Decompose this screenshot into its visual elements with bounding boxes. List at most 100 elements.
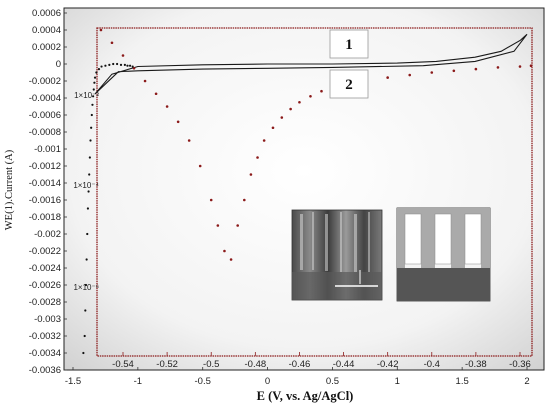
y-tick-label: -0.0006 [29,110,61,121]
series-2-point [309,95,312,98]
log-series-point [82,351,85,355]
y-tick-label: -0.0026 [29,280,61,291]
y-tick-label: -0.0032 [29,331,61,342]
series-2-point [165,105,169,108]
log-series-point [86,232,89,236]
log-series-point [95,71,98,74]
series-2-point [198,164,202,168]
series-2-point [320,89,323,93]
series-2-point [298,100,301,104]
y-tick-label: -0.0012 [29,161,61,172]
series-2-point [452,69,456,73]
series-2-point [132,66,136,70]
x-tick-label-inner: -0.46 [289,359,311,370]
y-tick-label: 0.0004 [32,25,61,36]
sem-image [291,209,383,301]
y-tick-label: -0.0018 [29,212,61,223]
series-2-point [280,116,284,119]
log-series-point [86,207,90,210]
log-series-point [123,63,126,66]
series-2-point [289,107,292,111]
y-tick-label: -0.0002 [29,76,61,87]
log-series-point [92,88,95,91]
series-2-point [408,73,412,77]
label-box-1: 1 [329,29,369,59]
curve-label-2: 2 [345,77,353,93]
inner-y-tick-label: 1×10⁻⁶ [73,283,99,292]
series-2-point [256,156,259,159]
y-tick-label: -0.0036 [29,365,61,376]
series-1-line [94,33,528,95]
series-2-point [176,120,180,124]
y-tick-label: 0.0002 [32,42,61,53]
series [82,28,533,355]
log-series-point [128,64,132,67]
log-series-point [131,65,134,68]
y-tick-label: -0.0008 [29,127,61,138]
log-series-point [87,190,90,193]
log-series-point [83,334,86,338]
y-tick-label: -0.0004 [29,93,61,104]
y-tick-label: -0.003 [34,314,61,325]
axes: 0.0006 0.0004 0.0002 0 -0.0002 -0.0004 -0.0006… [29,8,531,387]
log-series-point [93,76,97,79]
x-tick-label-outer: -1 [134,376,142,387]
y-tick-label: -0.001 [34,144,61,155]
plot-background [63,7,545,371]
x-tick-label-inner: -0.36 [509,359,531,370]
series-2-point [236,224,239,227]
y-tick-label: -0.0016 [29,195,61,206]
log-series-point [100,65,103,68]
log-series-point [92,95,95,98]
x-tick-label-inner: -0.48 [245,359,267,370]
x-tick-label-inner: -0.4 [424,359,440,370]
log-series-point [88,156,91,159]
x-tick-label-inner: -0.54 [112,359,134,370]
series-2-point [529,64,533,67]
log-series-point [126,64,129,67]
x-tick-label-inner: -0.52 [156,359,178,370]
log-series-point [85,258,88,261]
series-2-point [110,41,114,45]
series-2-point [121,54,125,57]
x-tick-label-inner: -0.42 [377,359,399,370]
series-2-point [430,71,434,74]
log-series-point [97,68,101,71]
x-tick-label-outer: 1 [395,376,400,387]
x-tick-label-outer: 0.5 [326,376,339,387]
inner-frame [96,27,533,357]
series-2-point [154,92,158,96]
x-tick-label-outer: -0.5 [195,376,211,387]
y-tick-label: -0.002 [34,229,61,240]
y-tick-label: -0.0022 [29,246,61,257]
x-tick-label-inner: -0.38 [465,359,487,370]
series-2-point [216,224,220,227]
log-series-point [104,64,107,67]
y-tick-label: 0 [56,59,61,70]
x-tick-label-inner: -0.5 [203,359,219,370]
log-series-point [84,309,87,312]
log-series-point [84,283,88,287]
series-2-point [209,198,213,202]
series-2-point [99,28,103,32]
series-2-point [496,66,500,69]
series-2-point [243,198,246,202]
log-series-point [112,62,115,66]
inner-y-tick-label: 1×10⁻⁴ [73,181,99,190]
x-axis-title: E (V, vs. Ag/AgCl) [257,389,354,403]
log-series-point [108,63,111,66]
log-series-point [90,113,93,117]
log-series-point [116,62,119,66]
x-tick-label-outer: -1.5 [65,376,81,387]
y-tick-label: -0.0014 [29,178,61,189]
log-series-point [90,126,93,129]
log-series-point [93,81,96,84]
log-series-point [119,63,123,66]
series-2-point [223,249,226,253]
x-tick-label-outer: 1.5 [456,376,469,387]
series-2-point [262,139,266,142]
series-2-point [386,76,389,79]
inner-y-tick-label: 1×10⁻² [74,91,99,100]
series-2-point [249,173,253,176]
